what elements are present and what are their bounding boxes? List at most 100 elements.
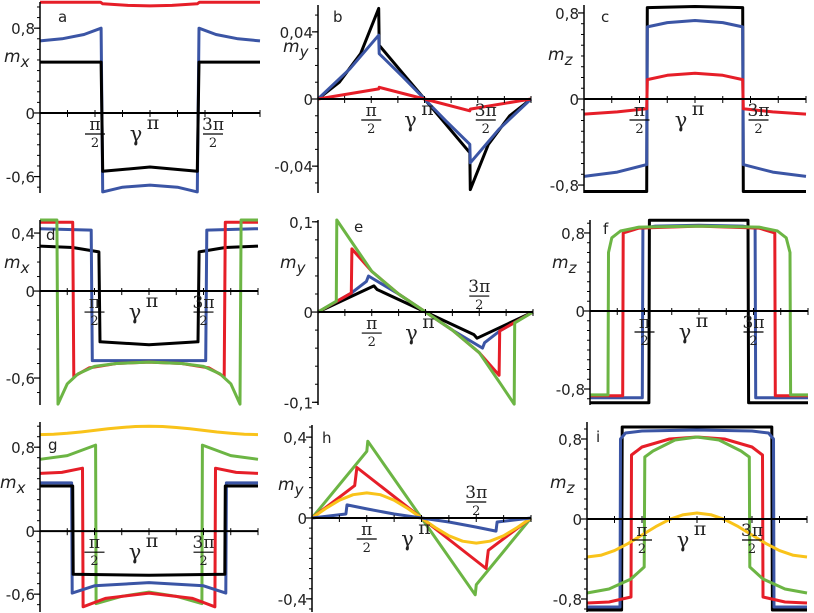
a-x-tick-label-num: π	[89, 115, 100, 135]
h-x-tick-label-pi: π	[418, 517, 431, 539]
d-x-tick-label-den: 2	[90, 314, 98, 329]
f-y-axis-label: mz	[552, 253, 578, 277]
i-series-green	[586, 435, 808, 595]
g-x-axis-label: γ	[129, 540, 142, 564]
b-y-label-sub: y	[299, 43, 310, 61]
b-x-tick-label-num: π	[366, 101, 377, 121]
b-x-axis-label: γ	[404, 108, 417, 132]
f-x-tick-label-num: 3π	[743, 313, 765, 333]
b-y-label-main: m	[283, 37, 300, 57]
h-x-tick-label-den: 2	[363, 541, 371, 556]
d-series-green	[40, 218, 258, 406]
c-y-tick-label: -0,8	[550, 177, 579, 195]
g-panel-letter: g	[48, 436, 58, 454]
i-y-tick-label: 0	[572, 511, 582, 529]
c-y-tick-label: 0	[569, 91, 579, 109]
e-x-tick-label-den: 2	[475, 298, 483, 313]
c-series-red	[583, 71, 807, 116]
f-y-label-sub: z	[568, 259, 578, 277]
b-x-tick-label-num: 3π	[475, 101, 497, 121]
d-y-tick-label: -0,6	[6, 370, 35, 388]
g-series-black	[40, 484, 258, 577]
c-x-tick-label-pi: π	[692, 98, 705, 120]
i-x-tick-label-den: 2	[748, 542, 756, 557]
c-x-tick-label-den: 2	[635, 122, 643, 137]
d-series-black	[39, 244, 259, 347]
c-y-label-main: m	[548, 45, 565, 65]
b-y-tick-label: 0	[303, 91, 313, 109]
a-series-black	[40, 60, 260, 173]
i-x-tick-label-pi: π	[694, 518, 707, 540]
e-y-tick-label: 0,1	[289, 214, 313, 232]
f-y-tick-label: -0,8	[556, 381, 585, 399]
h-panel-letter: h	[322, 429, 332, 447]
d-x-tick-label-num: π	[89, 293, 100, 313]
a-panel-letter: a	[58, 8, 67, 26]
d-x-tick-label-num: 3π	[193, 293, 215, 313]
b-y-tick-label: 0,04	[280, 24, 313, 42]
d-y-axis-label: mx	[4, 253, 30, 277]
a-x-tick-label-pi: π	[147, 112, 160, 134]
f-y-label-main: m	[552, 253, 569, 273]
a-y-axis-label: mx	[4, 47, 30, 71]
d-series-blue	[39, 227, 259, 363]
d-x-axis-label: γ	[129, 300, 142, 324]
a-y-label-sub: x	[20, 53, 30, 71]
b-y-tick-label: -0,04	[274, 158, 313, 176]
i-x-tick-label-num: π	[636, 521, 647, 541]
d-x-tick-label-den: 2	[199, 314, 207, 329]
e-x-axis-label: γ	[405, 321, 418, 345]
g-y-tick-label: 0,8	[11, 439, 35, 457]
h-y-tick-label: 0,4	[283, 429, 307, 447]
h-y-tick-label: -0,4	[278, 591, 307, 609]
g-x-tick-label-den: 2	[90, 554, 98, 569]
b-panel-letter: b	[333, 8, 343, 26]
i-y-label-sub: z	[566, 479, 576, 497]
i-x-tick-label-den: 2	[638, 542, 646, 557]
c-x-tick-label-num: π	[634, 101, 645, 121]
e-x-tick-label-num: 3π	[468, 277, 490, 297]
g-y-axis-label: mx	[0, 473, 26, 497]
g-x-tick-label-pi: π	[146, 530, 159, 552]
f-series-black	[590, 218, 808, 405]
i-x-tick-label-num: 3π	[741, 521, 763, 541]
e-y-label-sub: y	[296, 259, 307, 277]
f-x-tick-label-pi: π	[696, 310, 709, 332]
i-series-yellow	[586, 511, 808, 559]
f-series-green	[590, 224, 808, 397]
e-y-tick-label: -0,1	[284, 394, 313, 412]
d-y-tick-label: 0,4	[11, 225, 35, 243]
f-x-tick-label-num: π	[639, 313, 650, 333]
i-series-black	[587, 425, 807, 612]
i-x-axis-label: γ	[677, 528, 690, 552]
a-y-label-main: m	[4, 47, 21, 67]
c-y-label-sub: z	[564, 51, 574, 69]
a-series-blue	[39, 26, 261, 194]
d-panel-letter: d	[46, 226, 56, 244]
e-y-axis-label: my	[280, 253, 307, 277]
e-x-tick-label-den: 2	[368, 335, 376, 350]
g-x-tick-label-den: 2	[199, 554, 207, 569]
a-x-tick-label-den: 2	[209, 136, 217, 151]
h-y-label-main: m	[278, 475, 295, 495]
i-y-tick-label: -0,8	[553, 591, 582, 609]
g-series-red	[39, 466, 259, 609]
e-panel-letter: e	[354, 218, 363, 236]
f-panel-letter: f	[603, 220, 609, 238]
i-series-blue	[587, 428, 807, 609]
h-y-tick-label: 0	[297, 510, 307, 528]
f-y-tick-label: 0,8	[561, 225, 585, 243]
h-x-axis-label: γ	[401, 527, 414, 551]
f-x-tick-label-den: 2	[749, 334, 757, 349]
a-y-tick-label: -0,6	[6, 169, 35, 187]
a-y-tick-label: 0	[25, 105, 35, 123]
c-y-tick-label: 0,8	[555, 5, 579, 23]
